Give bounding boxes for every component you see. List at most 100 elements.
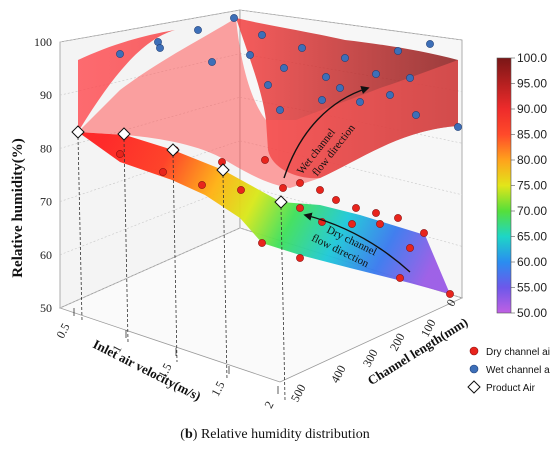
x-axis-ticks: 0.5 1 1.5 1.5 2 [53, 308, 279, 411]
wet-channel-points [116, 14, 462, 131]
wet-channel-point [276, 106, 284, 114]
dry-channel-point [116, 150, 124, 158]
z-tick-label: 100 [34, 35, 52, 49]
wet-channel-point [336, 84, 344, 92]
legend: Dry channel air Wet channel air Product Ai… [467, 346, 550, 394]
dry-channel-point [296, 179, 304, 187]
wet-channel-point [356, 98, 364, 106]
colorbar-ticks: 100.0 95.00 90.00 85.00 80.00 75.00 70.00 65.00… [511, 51, 547, 320]
dry-channel-point [376, 220, 384, 228]
colorbar-tick-label: 60.00 [517, 255, 547, 269]
legend-label: Product Air [486, 383, 536, 394]
colorbar-tick-label: 70.00 [517, 204, 547, 218]
z-tick-label: 70 [40, 195, 52, 209]
colorbar-tick-label: 55.00 [517, 281, 547, 295]
wet-channel-point [264, 81, 272, 89]
wet-channel-surface-front [78, 18, 458, 188]
legend-marker [469, 364, 479, 374]
x-tick-label: 1 [109, 343, 124, 355]
colorbar [496, 57, 512, 314]
wet-channel-point [246, 51, 254, 59]
wet-channel-point [258, 31, 266, 39]
wet-channel-point [454, 123, 462, 131]
product-air-point [274, 195, 288, 209]
wet-channel-point [298, 44, 306, 52]
product-air-points [71, 125, 288, 209]
dry-channel-point [394, 214, 402, 222]
wet-channel-point [426, 40, 434, 48]
z-axis-ticks: 50 60 70 80 90 100 [34, 35, 52, 315]
dry-channel-point [258, 239, 266, 247]
colorbar-tick-label: 80.00 [517, 153, 547, 167]
wet-channel-point [372, 70, 380, 78]
caption: (b) Relative humidity distribution [180, 427, 369, 442]
wet-channel-point [208, 58, 216, 66]
dry-channel-point [406, 244, 414, 252]
wet-channel-point [386, 91, 394, 99]
dry-channel-point [296, 254, 304, 262]
dry-channel-point [198, 181, 206, 189]
wet-channel-point [406, 74, 414, 82]
colorbar-tick-label: 100.0 [517, 51, 547, 65]
z-axis-label: Relative humidity(%) [10, 138, 26, 278]
dry-channel-point [332, 196, 340, 204]
x-tick-label: 0.5 [53, 321, 72, 341]
product-air-point [216, 163, 230, 177]
wet-channel-point [394, 47, 402, 55]
wet-channel-point [156, 44, 164, 52]
caption-text: Relative humidity distribution [197, 427, 369, 442]
x-tick-label: 2 [261, 399, 276, 411]
product-air-point [117, 127, 131, 141]
x-tick-label: 1.5 [208, 379, 227, 399]
projection-line [222, 174, 228, 381]
wet-channel-point [194, 26, 202, 34]
wet-channel-point [230, 14, 238, 22]
colorbar-tick-label: 50.00 [517, 306, 547, 320]
colorbar-tick-label: 65.00 [517, 230, 547, 244]
grid-line-left [59, 9, 241, 43]
x-tick-label: 1.5 [155, 361, 174, 381]
product-air-point [166, 143, 180, 157]
z-tick-label: 50 [40, 301, 52, 315]
dry-channel-point [420, 229, 428, 237]
wet-channel-point [280, 64, 288, 72]
dry-channel-point [159, 168, 167, 176]
y-tick-label: 400 [328, 363, 349, 385]
y-tick-label: 0 [443, 297, 458, 309]
projection-lines [77, 136, 286, 401]
dry-channel-point [352, 204, 360, 212]
wet-channel-point [322, 73, 330, 81]
y-tick-label: 300 [360, 347, 381, 369]
caption-tag: b [185, 427, 193, 442]
dry-channel-point [261, 156, 269, 164]
z-tick-label: 60 [40, 248, 52, 262]
grid-line-left [59, 227, 241, 309]
wet-channel-point [116, 50, 124, 58]
projection-line [280, 206, 286, 401]
wet-channel-point [341, 54, 349, 62]
dry-channel-surface [78, 132, 450, 294]
dry-channel-point [237, 186, 245, 194]
dry-channel-point [348, 220, 356, 228]
dry-channel-point [279, 184, 287, 192]
wet-channel-point [412, 111, 420, 119]
dry-channel-point [296, 204, 304, 212]
dry-channel-point [372, 209, 380, 217]
projection-line [172, 154, 178, 363]
colorbar-tick-label: 95.00 [517, 77, 547, 91]
projection-line [77, 136, 83, 321]
dry-channel-point [316, 186, 324, 194]
product-air-point [71, 125, 85, 139]
grid-line-right [239, 9, 463, 41]
colorbar-tick-label: 85.00 [517, 128, 547, 142]
dry-channel-point [446, 290, 454, 298]
legend-marker [469, 346, 479, 356]
surfaces [78, 18, 458, 294]
legend-label: Dry channel air [486, 347, 550, 358]
projection-line [123, 138, 129, 343]
colorbar-tick-label: 75.00 [517, 179, 547, 193]
z-tick-label: 80 [40, 141, 52, 155]
legend-label: Wet channel air [486, 365, 550, 376]
colorbar-tick-label: 90.00 [517, 102, 547, 116]
